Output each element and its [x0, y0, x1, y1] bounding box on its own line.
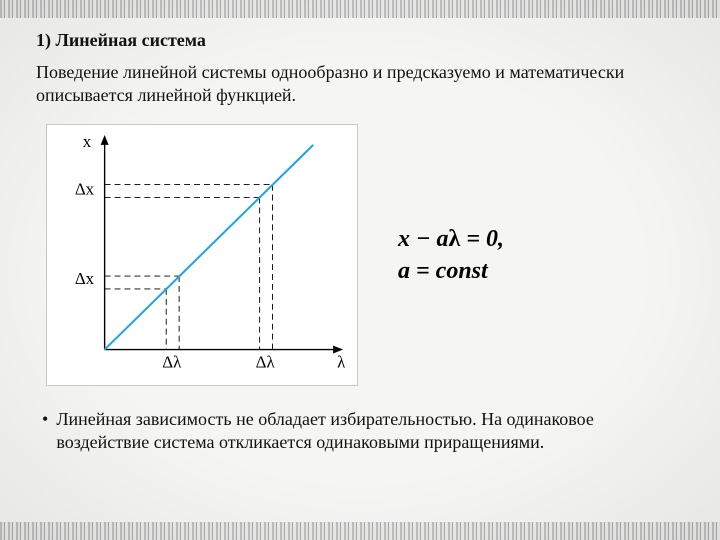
chart-and-equations-row: x Δx Δx Δλ Δλ λ x − aλ = 0, a = const [46, 124, 690, 386]
decor-stripe-top [0, 0, 720, 18]
y-axis-arrow [101, 135, 109, 145]
equations-block: x − aλ = 0, a = const [398, 223, 504, 288]
bullet-dot-icon: • [42, 408, 48, 453]
eq1-prefix: x − a [398, 226, 449, 252]
x-axis-label: λ [337, 352, 346, 371]
slide-heading: 1) Линейная система [36, 30, 690, 51]
decor-stripe-bottom [0, 522, 720, 540]
y-axis-label: x [83, 132, 92, 151]
slide-content: 1) Линейная система Поведение линейной с… [36, 30, 690, 514]
linear-function-line [105, 145, 314, 350]
linear-chart-svg: x Δx Δx Δλ Δλ λ [47, 125, 357, 385]
delta-lambda-label-1: Δλ [162, 352, 182, 371]
equation-line-1: x − aλ = 0, [398, 223, 504, 255]
delta-lambda-label-2: Δλ [256, 352, 276, 371]
delta-x-label-1: Δx [75, 180, 95, 199]
equation-line-2: a = const [398, 255, 504, 287]
eq1-lambda: λ [449, 226, 461, 252]
eq1-suffix: = 0, [460, 226, 504, 252]
linear-chart: x Δx Δx Δλ Δλ λ [46, 124, 358, 386]
axes [101, 135, 343, 354]
delta-x-label-2: Δx [75, 269, 95, 288]
slide-paragraph: Поведение линейной системы однообразно и… [36, 61, 690, 106]
bullet-text: Линейная зависимость не обладает избират… [56, 408, 690, 453]
bullet-item: • Линейная зависимость не обладает избир… [36, 408, 690, 453]
